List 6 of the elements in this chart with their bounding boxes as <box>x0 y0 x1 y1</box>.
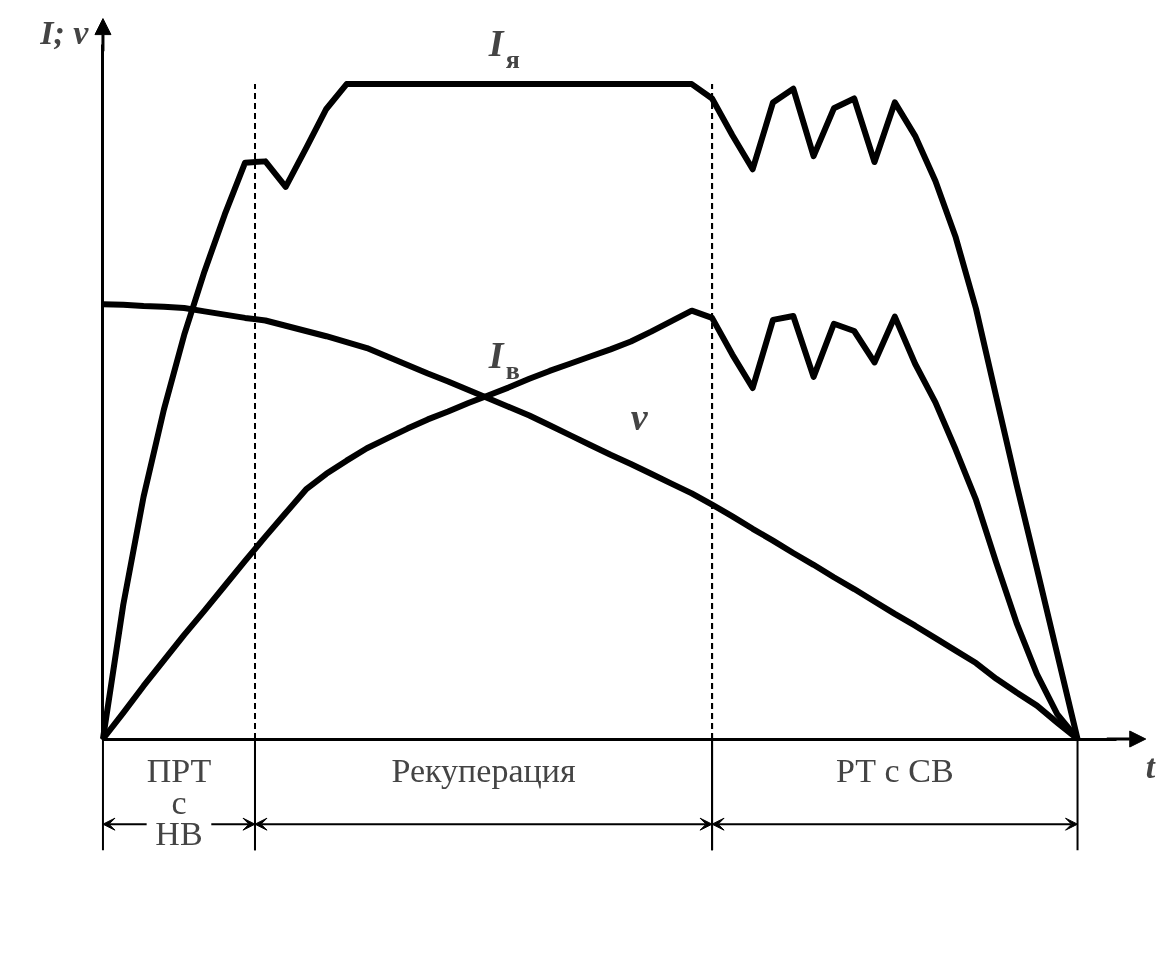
text: Рекуперация <box>391 752 576 790</box>
text: ПРТ с НВ <box>146 752 212 853</box>
text: РТ с СВ <box>836 752 954 790</box>
y-axis-title: I; v <box>39 14 90 52</box>
x-axis-title: t <box>1145 747 1157 785</box>
series-label: v <box>630 395 649 438</box>
